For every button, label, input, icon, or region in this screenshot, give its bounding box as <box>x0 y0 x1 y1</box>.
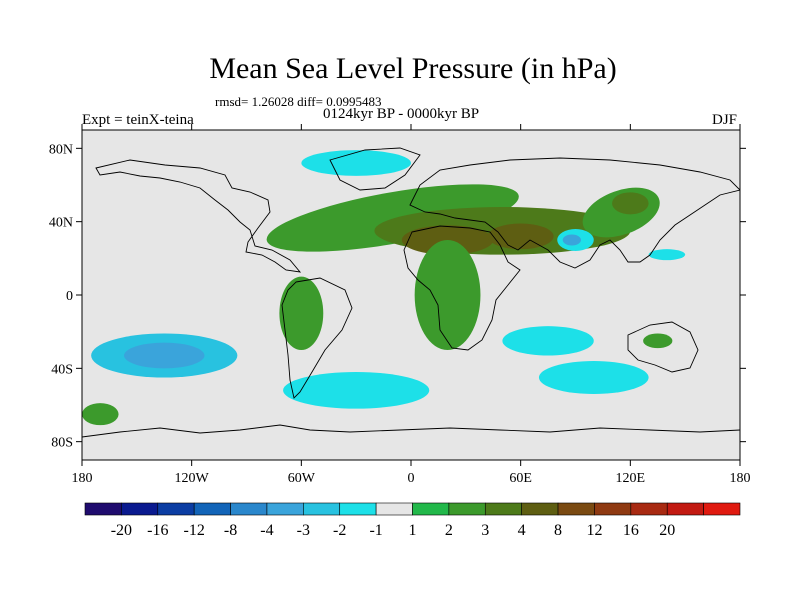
colorbar-swatch <box>303 502 341 516</box>
anomaly-north-atlantic-high <box>266 184 519 252</box>
colorbar-label: 16 <box>623 522 639 539</box>
y-tick-label: 40S <box>51 362 73 377</box>
anomaly-africa-high <box>414 240 481 350</box>
colorbar-label: -1 <box>369 522 382 539</box>
anomaly-australia-high <box>643 333 673 349</box>
x-tick-label: 0 <box>408 471 415 486</box>
y-tick-label: 0 <box>66 289 73 304</box>
colorbar-label: -2 <box>333 522 346 539</box>
colorbar-label: -16 <box>147 522 168 539</box>
x-tick-label: 60E <box>509 471 532 486</box>
colorbar-label: 3 <box>481 522 489 539</box>
chart-subtitle: 0124kyr BP - 0000kyr BP <box>323 106 480 122</box>
colorbar-swatch <box>121 502 159 516</box>
anomaly-tibet-low-core <box>562 234 581 246</box>
anomaly-indian-ocean-low <box>502 326 594 356</box>
colorbar-label: 1 <box>409 522 417 539</box>
chart-title: Mean Sea Level Pressure (in hPa) <box>209 52 617 85</box>
anomaly-south-pacific-core <box>124 342 205 369</box>
anomaly-east-asia-core <box>612 192 649 215</box>
colorbar-label: 2 <box>445 522 453 539</box>
x-tick-label: 120E <box>616 471 646 486</box>
anomaly-southern-indian-low <box>538 361 649 394</box>
colorbar-label: -20 <box>111 522 132 539</box>
y-tick-label: 80N <box>49 142 73 157</box>
greenland-coast <box>329 147 421 191</box>
colorbar-swatch <box>339 502 377 516</box>
colorbar-swatch <box>375 502 413 516</box>
x-tick-label: 180 <box>730 471 751 486</box>
colorbar-swatch <box>594 502 632 516</box>
anomaly-south-atlantic-low <box>283 372 430 409</box>
colorbar-label: -3 <box>297 522 310 539</box>
north-america-coast <box>95 159 302 273</box>
anomaly-south-america-high <box>279 276 324 351</box>
y-tick-label: 40N <box>49 216 73 231</box>
colorbar-swatch <box>412 502 450 516</box>
colorbar-swatch <box>193 502 231 516</box>
anomaly-arctic-low <box>301 150 411 176</box>
anomaly-pacific-low <box>648 249 686 261</box>
coastlines <box>82 147 740 438</box>
colorbar-swatch <box>230 502 268 516</box>
map-background <box>82 130 740 460</box>
australia-coast <box>627 321 699 373</box>
antarctica-coast <box>82 424 740 438</box>
colorbar-swatch <box>84 502 122 516</box>
colorbar-label: 12 <box>586 522 602 539</box>
eurasia-coast <box>409 157 740 269</box>
x-tick-label: 60W <box>288 471 316 486</box>
colorbar-label: 20 <box>659 522 675 539</box>
season-label: DJF <box>712 112 738 128</box>
y-tick-label: 80S <box>51 436 73 451</box>
stats-label: rmsd= 1.26028 diff= 0.0995483 <box>215 94 382 109</box>
colorbar-swatch <box>630 502 668 516</box>
colorbar-swatch <box>484 502 522 516</box>
experiment-label: Expt = teinX-teina <box>82 112 194 128</box>
colorbar-label: 4 <box>518 522 526 539</box>
anomaly-far-south-high <box>82 403 119 426</box>
colorbar-swatch <box>557 502 595 516</box>
colorbar-swatch <box>266 502 304 516</box>
africa-coast <box>403 225 521 351</box>
colorbar-label: 8 <box>554 522 562 539</box>
x-tick-label: 180 <box>72 471 93 486</box>
colorbar-label: -8 <box>224 522 237 539</box>
colorbar-label: -12 <box>184 522 205 539</box>
colorbar-swatch <box>521 502 559 516</box>
colorbar-label: -4 <box>260 522 273 539</box>
colorbar-swatch <box>157 502 195 516</box>
colorbar-swatch <box>448 502 486 516</box>
colorbar-swatch <box>666 502 704 516</box>
anomaly-central-asia-high <box>487 223 554 250</box>
colorbar-swatch <box>703 502 741 516</box>
x-tick-label: 120W <box>175 471 210 486</box>
south-america-coast <box>281 277 353 399</box>
